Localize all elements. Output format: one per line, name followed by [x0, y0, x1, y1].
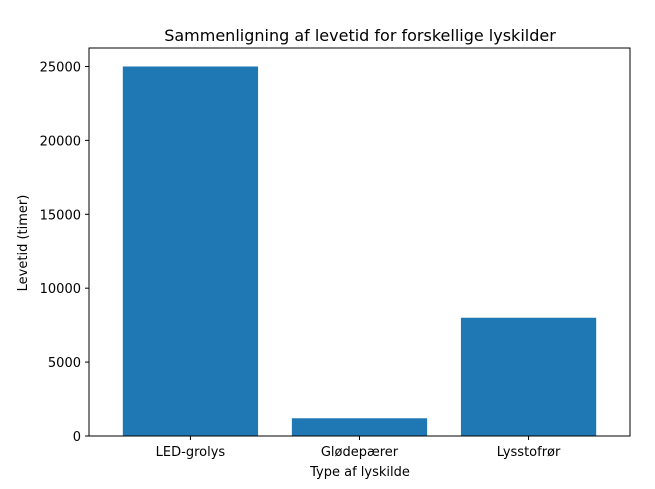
bar-2 [460, 317, 597, 436]
bars-group [122, 66, 597, 436]
y-tick-label: 20000 [40, 134, 81, 149]
x-axis-ticks: LED-grolys Glødepærer Lysstofrør [156, 436, 561, 460]
x-tick-label: Lysstofrør [497, 445, 561, 460]
y-axis-label: Levetid (timer) [16, 195, 31, 292]
x-tick-label: Glødepærer [321, 445, 399, 460]
bar-0 [122, 66, 259, 436]
x-tick-label: LED-grolys [156, 445, 226, 460]
chart-title: Sammenligning af levetid for forskellige… [164, 26, 556, 45]
y-axis-ticks: 0 5000 10000 15000 20000 25000 [40, 60, 89, 445]
y-tick-label: 25000 [40, 60, 81, 75]
y-tick-label: 10000 [40, 282, 81, 297]
bar-1 [291, 418, 428, 436]
plot-frame [88, 47, 631, 437]
y-tick-label: 15000 [40, 208, 81, 223]
x-axis-label: Type af lyskilde [309, 465, 410, 480]
y-tick-label: 5000 [48, 356, 81, 371]
y-tick-label: 0 [73, 430, 81, 445]
